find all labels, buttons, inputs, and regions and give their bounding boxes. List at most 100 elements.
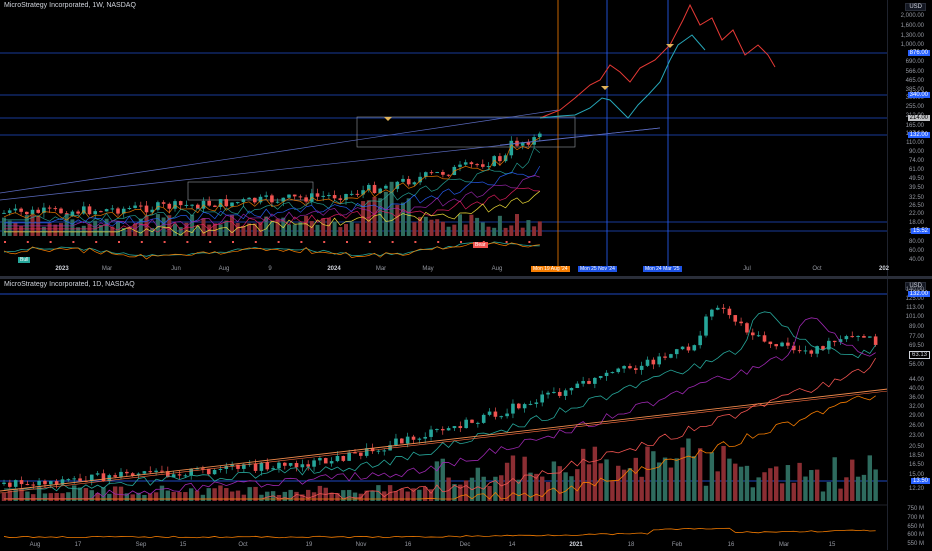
- candle-body: [258, 196, 263, 203]
- weekly-chart-title: MicroStrategy Incorporated, 1W, NASDAQ: [4, 2, 136, 9]
- daily-price-axis[interactable]: USD 140.00 125.00 113.00 101.00 89.00 77.00 69…: [887, 279, 932, 550]
- candle-body: [47, 207, 52, 209]
- volume-bar: [235, 223, 240, 236]
- candle-body: [587, 381, 591, 384]
- price-tick: 22.00: [908, 211, 924, 217]
- weekly-chart-pane[interactable]: MicroStrategy Incorporated, 1W, NASDAQ U…: [0, 0, 932, 276]
- time-tick: 16: [404, 542, 412, 548]
- candle-body: [401, 178, 405, 182]
- candle-body: [868, 336, 872, 338]
- volume-bar: [66, 492, 71, 501]
- date-marker-tag: Mon 24 Mar '25: [643, 266, 682, 272]
- price-tick: 1,600.00: [900, 23, 924, 29]
- candle-body: [341, 455, 346, 461]
- volume-bar: [165, 490, 170, 501]
- daily-chart-pane[interactable]: MicroStrategy Incorporated, 1D, NASDAQ U…: [0, 279, 932, 550]
- time-tick: 2023: [55, 266, 69, 272]
- volume-bar: [575, 469, 580, 501]
- volume-bar: [24, 215, 29, 236]
- currency-button[interactable]: USD: [905, 3, 926, 11]
- price-tick: 90.00: [908, 149, 924, 155]
- candle-body: [236, 464, 240, 469]
- candle-body: [364, 448, 369, 456]
- marker-triangle: [384, 117, 392, 121]
- volume-bar: [127, 226, 132, 236]
- pane-divider[interactable]: [0, 276, 932, 279]
- time-tick: Mar: [375, 266, 387, 272]
- volume-bar: [486, 226, 491, 236]
- volume-bar: [153, 492, 159, 501]
- price-tick: 69.50: [908, 343, 924, 349]
- candle-body: [139, 205, 143, 207]
- price-tick: 1,300.00: [900, 33, 924, 39]
- volume-bar: [41, 226, 46, 236]
- volume-bar: [13, 488, 18, 501]
- volume-bar: [264, 216, 269, 236]
- candle-body: [412, 182, 417, 185]
- volume-bar: [326, 217, 331, 236]
- weekly-price-axis[interactable]: USD 2,000.00 1,600.00 1,300.00 1,000.00 690.…: [887, 0, 932, 276]
- candle-body: [487, 411, 492, 415]
- candle-body: [634, 368, 638, 370]
- candle-body: [710, 309, 714, 317]
- weekly-time-axis[interactable]: 2023 Mar Jun Aug 9 2024 Mar May Aug Jul Oct 202 Mon …: [0, 265, 889, 275]
- candle-body: [440, 429, 445, 431]
- candle-body: [832, 340, 837, 343]
- price-label: 132.00: [907, 132, 930, 138]
- candle-body: [127, 207, 132, 209]
- candle-body: [167, 203, 172, 209]
- price-tick: 385.00: [905, 87, 924, 93]
- candle-body: [144, 205, 149, 213]
- moving-average-line: [4, 317, 876, 499]
- oscillator-signal-line: [3, 242, 540, 260]
- candle-body: [31, 484, 36, 486]
- volume-bar: [832, 457, 837, 501]
- signal-dot: [414, 241, 417, 243]
- volume-bar: [497, 215, 502, 236]
- candle-body: [786, 342, 790, 346]
- weekly-chart-canvas[interactable]: [0, 0, 888, 276]
- candle-body: [201, 468, 205, 470]
- volume-bar: [516, 479, 521, 501]
- volume-bar: [253, 486, 258, 501]
- daily-chart-canvas[interactable]: [0, 279, 888, 550]
- candle-body: [698, 335, 702, 346]
- candle-body: [19, 480, 24, 485]
- candle-body: [446, 428, 451, 431]
- candle-body: [418, 176, 422, 183]
- price-tick: 1,000.00: [900, 42, 924, 48]
- candle-body: [441, 171, 445, 175]
- daily-time-axis[interactable]: Aug 17 Sep 15 Oct 19 Nov 16 Dec 14 2021 18 Feb 16 Mar 1…: [0, 541, 888, 551]
- volume-bar: [19, 226, 24, 236]
- candle-body: [292, 194, 297, 197]
- candle-body: [178, 201, 183, 206]
- candle-body: [509, 140, 514, 156]
- volume-bar: [183, 492, 188, 501]
- volume-bar: [288, 489, 293, 501]
- candle-body: [253, 197, 257, 203]
- volume-bar: [138, 218, 143, 236]
- signal-dot: [186, 241, 189, 243]
- candle-body: [470, 419, 474, 423]
- candle-body: [13, 480, 18, 487]
- volume-bar: [440, 221, 445, 236]
- signal-dot: [232, 241, 234, 243]
- price-label: 132.00: [907, 291, 930, 297]
- time-tick: 16: [727, 542, 735, 548]
- candle-body: [283, 462, 287, 466]
- candle-body: [774, 344, 778, 347]
- candle-body: [797, 350, 802, 352]
- signal-dot: [118, 241, 120, 243]
- candle-body: [189, 468, 193, 476]
- price-label: 214.00: [907, 115, 930, 121]
- candle-body: [70, 211, 75, 217]
- price-tick: 700 M: [907, 515, 924, 521]
- volume-bar: [341, 490, 346, 501]
- candle-body: [218, 468, 223, 470]
- candle-body: [557, 391, 562, 396]
- signal-dot: [163, 241, 166, 243]
- candle-body: [395, 181, 400, 189]
- time-tick: 18: [627, 542, 635, 548]
- currency-button[interactable]: USD: [905, 282, 926, 290]
- candle-body: [651, 359, 656, 365]
